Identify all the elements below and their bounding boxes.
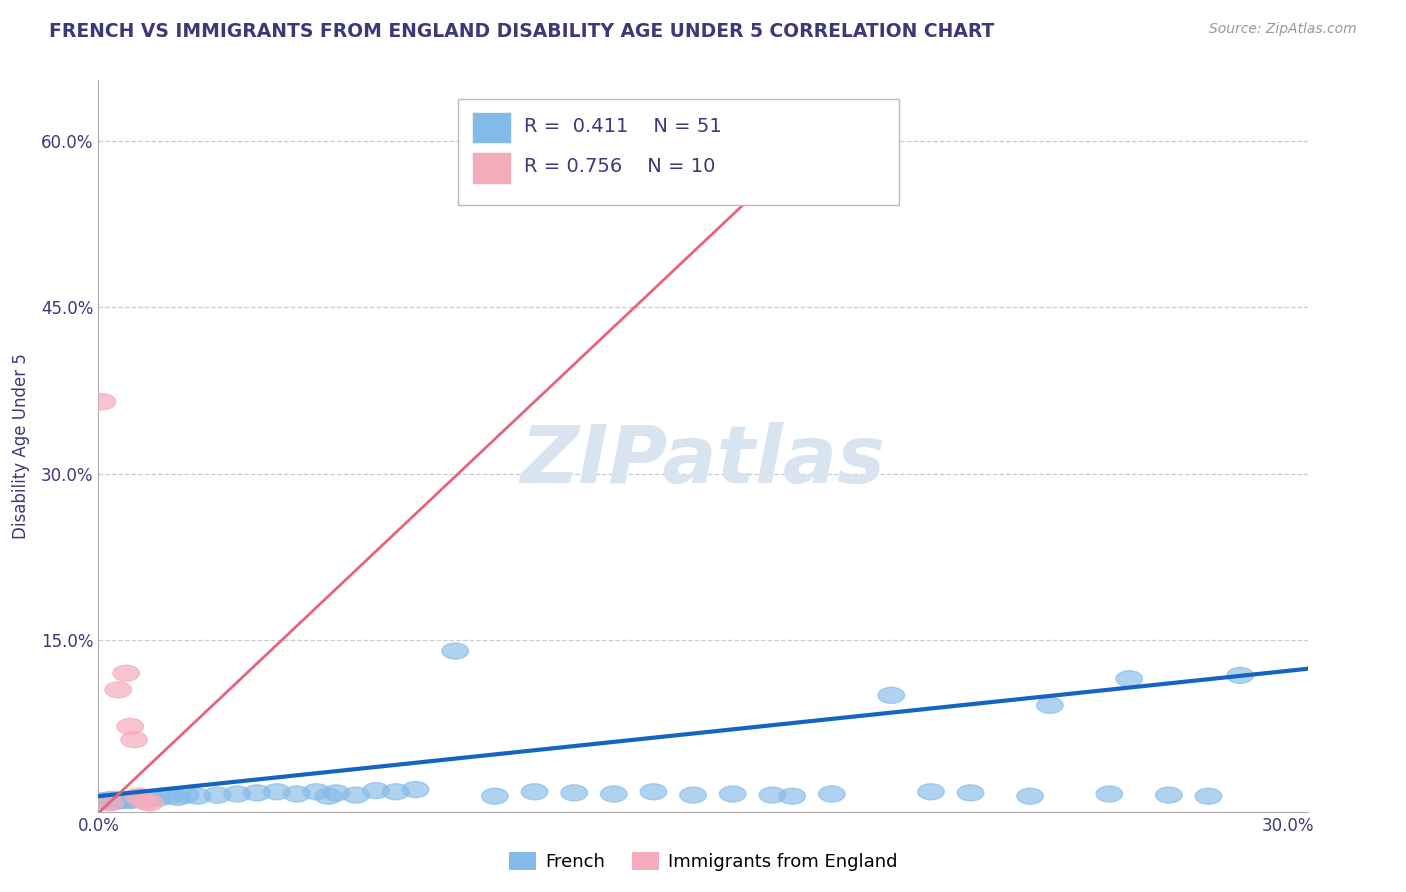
Ellipse shape: [1195, 789, 1222, 805]
Ellipse shape: [402, 781, 429, 797]
Ellipse shape: [112, 791, 139, 807]
Ellipse shape: [323, 785, 350, 801]
Ellipse shape: [204, 787, 231, 803]
Ellipse shape: [165, 789, 191, 805]
Ellipse shape: [779, 789, 806, 805]
Ellipse shape: [759, 787, 786, 803]
Ellipse shape: [720, 786, 747, 802]
Ellipse shape: [679, 787, 706, 803]
Ellipse shape: [343, 787, 370, 803]
Ellipse shape: [243, 785, 270, 801]
Text: R =  0.411    N = 51: R = 0.411 N = 51: [524, 117, 721, 136]
Ellipse shape: [117, 793, 143, 809]
Ellipse shape: [1036, 698, 1063, 714]
Ellipse shape: [173, 787, 198, 803]
Ellipse shape: [1116, 671, 1143, 687]
Ellipse shape: [156, 789, 183, 805]
Ellipse shape: [105, 791, 132, 807]
Ellipse shape: [382, 784, 409, 800]
Ellipse shape: [877, 688, 904, 704]
Ellipse shape: [145, 790, 172, 806]
Ellipse shape: [600, 786, 627, 802]
Ellipse shape: [263, 784, 290, 800]
Ellipse shape: [117, 718, 143, 734]
Ellipse shape: [1017, 789, 1043, 805]
Ellipse shape: [101, 794, 128, 810]
Ellipse shape: [482, 789, 508, 805]
Ellipse shape: [304, 784, 330, 800]
Ellipse shape: [136, 795, 163, 811]
Ellipse shape: [1097, 786, 1122, 802]
Ellipse shape: [284, 786, 309, 802]
Ellipse shape: [441, 643, 468, 659]
Ellipse shape: [89, 793, 115, 809]
Ellipse shape: [818, 786, 845, 802]
Y-axis label: Disability Age Under 5: Disability Age Under 5: [11, 353, 30, 539]
Ellipse shape: [121, 731, 148, 747]
Ellipse shape: [136, 790, 163, 806]
Ellipse shape: [363, 782, 389, 798]
Ellipse shape: [1156, 787, 1182, 803]
Ellipse shape: [121, 790, 148, 806]
Ellipse shape: [125, 791, 152, 807]
Ellipse shape: [129, 791, 155, 807]
Text: Source: ZipAtlas.com: Source: ZipAtlas.com: [1209, 22, 1357, 37]
Ellipse shape: [561, 785, 588, 801]
Bar: [474, 113, 509, 143]
Ellipse shape: [108, 793, 135, 809]
Ellipse shape: [522, 784, 548, 800]
Text: FRENCH VS IMMIGRANTS FROM ENGLAND DISABILITY AGE UNDER 5 CORRELATION CHART: FRENCH VS IMMIGRANTS FROM ENGLAND DISABI…: [49, 22, 994, 41]
Ellipse shape: [224, 786, 250, 802]
Ellipse shape: [105, 681, 132, 698]
Ellipse shape: [132, 794, 159, 810]
Ellipse shape: [184, 789, 211, 805]
Ellipse shape: [1227, 667, 1254, 683]
Ellipse shape: [97, 791, 124, 807]
Ellipse shape: [132, 791, 159, 807]
Ellipse shape: [640, 784, 666, 800]
Text: R = 0.756    N = 10: R = 0.756 N = 10: [524, 157, 716, 176]
Ellipse shape: [315, 789, 342, 805]
Ellipse shape: [957, 785, 984, 801]
Bar: [474, 153, 509, 183]
FancyBboxPatch shape: [457, 99, 898, 204]
Ellipse shape: [112, 665, 139, 681]
Text: ZIPatlas: ZIPatlas: [520, 422, 886, 500]
Ellipse shape: [93, 794, 120, 810]
Ellipse shape: [97, 795, 124, 811]
Ellipse shape: [129, 789, 155, 805]
Ellipse shape: [918, 784, 945, 800]
Legend: French, Immigrants from England: French, Immigrants from England: [502, 845, 904, 879]
Ellipse shape: [89, 393, 115, 409]
Ellipse shape: [125, 789, 152, 805]
